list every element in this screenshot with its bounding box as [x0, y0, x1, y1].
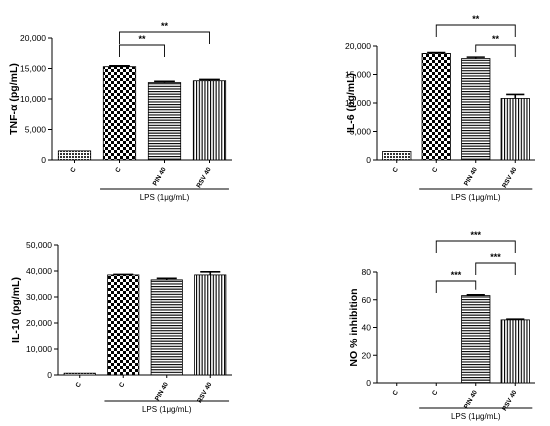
- y-axis-label: IL-10 (pg/mL): [10, 277, 22, 343]
- x-tick-label: RSV 40: [195, 166, 212, 189]
- y-tick-label: 20,000: [20, 33, 46, 43]
- bar: [421, 53, 451, 161]
- bar: [150, 279, 183, 376]
- y-tick-label: 40: [362, 323, 372, 333]
- chart-panel-1: 0 5,000 10,000 15,000 20,000 TNF-α (pg/mL) C C P…: [8, 21, 232, 202]
- significance-bracket: [435, 280, 477, 293]
- y-tick-label: 0: [47, 370, 52, 380]
- significance-label: **: [472, 14, 480, 24]
- significance-bracket: [475, 44, 516, 57]
- group-label: LPS (1μg/mL): [451, 193, 501, 202]
- x-tick-label: PIN 40: [154, 381, 170, 402]
- y-tick-label: 10,000: [20, 94, 46, 104]
- significance-label: ***: [490, 252, 501, 262]
- significance-bracket: [119, 44, 165, 57]
- x-tick-label: C: [392, 166, 401, 174]
- chart-panel-2: 0 5,000 10,000 15,000 20,000 IL-6 (pg/mL) C C PI…: [345, 14, 535, 202]
- group-label: LPS (1μg/mL): [140, 193, 190, 202]
- bar: [107, 274, 140, 376]
- x-tick-label: C: [431, 166, 440, 174]
- significance-label: **: [161, 21, 169, 31]
- x-tick-label: PIN 40: [463, 166, 479, 187]
- bar: [63, 372, 96, 376]
- y-tick-label: 30,000: [26, 292, 52, 302]
- y-tick-label: 5,000: [25, 125, 47, 135]
- x-tick-label: C: [431, 389, 440, 397]
- y-tick-label: 20,000: [345, 41, 371, 51]
- x-tick-label: C: [114, 166, 123, 174]
- significance-bracket: [119, 31, 210, 44]
- x-tick-label: C: [69, 166, 78, 174]
- significance-bracket: [475, 262, 516, 275]
- significance-bracket: [435, 240, 516, 253]
- group-label: LPS (1μg/mL): [142, 405, 192, 414]
- chart-panel-4: 0 20 40 60 80 NO % inhibition C C PIN 40 RSV 40LP…: [348, 230, 535, 421]
- x-tick-label: PIN 40: [463, 389, 479, 410]
- y-tick-label: 10,000: [26, 344, 52, 354]
- group-label: LPS (1μg/mL): [451, 412, 501, 421]
- y-tick-label: 60: [362, 295, 372, 305]
- significance-label: ***: [470, 230, 481, 240]
- y-tick-label: 20: [362, 350, 372, 360]
- y-axis-label: IL-6 (pg/mL): [345, 73, 357, 133]
- y-tick-label: 0: [366, 155, 371, 165]
- y-tick-label: 50,000: [26, 240, 52, 250]
- bar: [382, 151, 412, 161]
- bar: [147, 82, 182, 161]
- y-axis-label: TNF-α (pg/mL): [8, 63, 20, 135]
- significance-label: **: [492, 34, 500, 44]
- bar: [461, 295, 491, 384]
- significance-bracket: [435, 24, 516, 37]
- bar: [57, 150, 92, 161]
- significance-label: ***: [451, 270, 462, 280]
- y-tick-label: 5,000: [350, 127, 372, 137]
- y-tick-label: 20,000: [26, 318, 52, 328]
- y-axis-label: NO % inhibition: [348, 288, 360, 366]
- bar: [500, 98, 530, 161]
- significance-label: **: [138, 34, 146, 44]
- bar: [194, 274, 227, 376]
- bar: [102, 66, 137, 161]
- x-tick-label: PIN 40: [152, 166, 168, 187]
- y-tick-label: 15,000: [20, 64, 46, 74]
- y-tick-label: 0: [41, 155, 46, 165]
- bar: [500, 319, 530, 384]
- y-tick-label: 0: [366, 378, 371, 388]
- bar: [192, 80, 227, 161]
- bar: [461, 58, 491, 161]
- y-tick-label: 40,000: [26, 266, 52, 276]
- chart-panel-3: 0 10,000 20,000 30,000 40,000 50,000 IL-10 (pg…: [10, 240, 232, 414]
- x-tick-label: RSV 40: [501, 389, 518, 412]
- x-tick-label: C: [118, 381, 127, 389]
- x-tick-label: RSV 40: [501, 166, 518, 189]
- x-tick-label: C: [75, 381, 84, 389]
- y-tick-label: 10,000: [345, 98, 371, 108]
- y-tick-label: 80: [362, 267, 372, 277]
- y-tick-label: 15,000: [345, 70, 371, 80]
- x-tick-label: C: [392, 389, 401, 397]
